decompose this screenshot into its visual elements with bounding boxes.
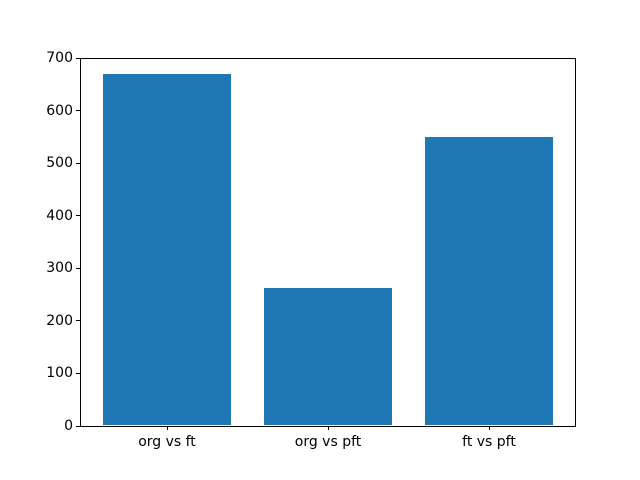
x-tick-label: org vs pft bbox=[294, 434, 362, 450]
y-tick-mark bbox=[76, 425, 80, 427]
y-tick-label: 0 bbox=[64, 418, 73, 434]
x-tick-mark bbox=[488, 426, 490, 430]
bar-org-vs-ft bbox=[102, 73, 232, 425]
x-tick-label: ft vs pft bbox=[462, 434, 516, 450]
y-tick-label: 300 bbox=[46, 260, 73, 277]
y-tick-label: 200 bbox=[46, 312, 73, 329]
x-tick-mark bbox=[327, 426, 329, 430]
bar-ft-vs-pft bbox=[424, 136, 554, 425]
x-tick-mark bbox=[166, 426, 168, 430]
y-tick-mark bbox=[76, 320, 80, 322]
bar-org-vs-pft bbox=[263, 287, 393, 425]
y-tick-label: 600 bbox=[46, 102, 73, 119]
y-tick-mark bbox=[76, 267, 80, 269]
y-tick-label: 500 bbox=[46, 155, 73, 172]
y-tick-mark bbox=[76, 57, 80, 59]
y-tick-label: 400 bbox=[46, 207, 73, 224]
y-tick-mark bbox=[76, 110, 80, 112]
x-tick-label: org vs ft bbox=[138, 434, 196, 450]
y-tick-mark bbox=[76, 372, 80, 374]
y-tick-mark bbox=[76, 215, 80, 217]
y-tick-label: 700 bbox=[46, 50, 73, 66]
y-tick-label: 100 bbox=[46, 365, 73, 382]
y-tick-mark bbox=[76, 162, 80, 164]
